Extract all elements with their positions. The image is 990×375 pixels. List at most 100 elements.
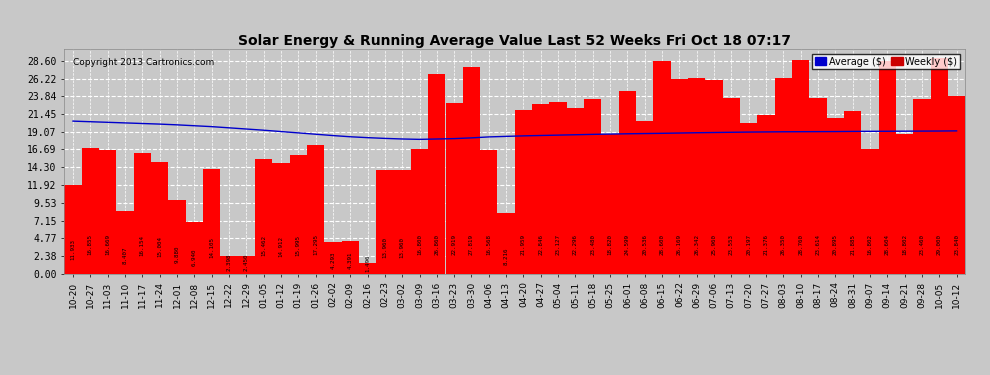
Text: 16.568: 16.568 [486,234,491,255]
Bar [931,58,948,274]
Bar [827,118,843,274]
Bar [376,170,393,274]
Bar [342,241,358,274]
Bar [688,78,706,274]
Bar [879,61,896,274]
Text: 26.860: 26.860 [435,234,440,255]
Bar [255,159,272,274]
Text: 27.819: 27.819 [469,234,474,255]
Text: 1.496: 1.496 [365,255,370,272]
Text: 20.536: 20.536 [643,234,647,255]
Text: 26.350: 26.350 [781,234,786,255]
Text: 22.846: 22.846 [539,234,544,255]
Bar [497,213,515,274]
Bar [637,121,653,274]
Bar [549,102,567,274]
Text: 24.599: 24.599 [625,234,630,255]
Bar [64,185,82,274]
Text: Copyright 2013 Cartronics.com: Copyright 2013 Cartronics.com [73,58,215,67]
Text: 26.342: 26.342 [694,234,699,255]
Bar [515,110,533,274]
Text: 4.293: 4.293 [331,252,336,269]
Bar [705,81,723,274]
Bar [566,108,584,274]
Bar [238,255,255,274]
Bar [792,60,810,274]
Bar [168,200,186,274]
Bar [81,148,99,274]
Text: 16.800: 16.800 [417,234,422,255]
Bar [843,111,861,274]
Bar [411,148,428,274]
Title: Solar Energy & Running Average Value Last 52 Weeks Fri Oct 18 07:17: Solar Energy & Running Average Value Las… [239,34,791,48]
Bar [861,148,879,274]
Bar [99,150,117,274]
Text: 28.760: 28.760 [798,234,803,255]
Text: 25.960: 25.960 [712,234,717,255]
Bar [307,145,324,274]
Bar [533,104,549,274]
Text: 2.398: 2.398 [227,254,232,271]
Bar [289,154,307,274]
Text: 22.919: 22.919 [451,234,456,255]
Bar [584,99,602,274]
Text: 14.912: 14.912 [278,236,283,257]
Text: 15.462: 15.462 [261,236,266,256]
Text: 15.004: 15.004 [157,236,162,257]
Text: 23.127: 23.127 [555,234,560,255]
Bar [186,222,203,274]
Text: 8.216: 8.216 [504,247,509,265]
Text: 20.197: 20.197 [746,234,751,255]
Bar [653,61,671,274]
Text: 13.960: 13.960 [400,237,405,258]
Bar [810,98,827,274]
Text: 21.376: 21.376 [763,234,768,255]
Bar [723,98,741,274]
Bar [757,115,775,274]
Text: 13.960: 13.960 [382,237,387,258]
Text: 23.840: 23.840 [954,234,959,255]
Text: 11.933: 11.933 [70,239,75,260]
Text: 28.600: 28.600 [659,234,664,255]
Text: 28.604: 28.604 [885,234,890,255]
Legend: Average ($), Weekly ($): Average ($), Weekly ($) [812,54,960,69]
Bar [117,211,134,274]
Bar [671,79,688,274]
Bar [428,74,446,274]
Text: 16.669: 16.669 [105,234,110,255]
Bar [272,163,289,274]
Bar [150,162,168,274]
Text: 23.614: 23.614 [816,234,821,255]
Bar [220,256,238,274]
Bar [602,134,619,274]
Bar [896,134,914,274]
Text: 23.553: 23.553 [729,234,734,255]
Text: 6.940: 6.940 [192,249,197,266]
Text: 14.105: 14.105 [209,237,214,258]
Bar [324,242,342,274]
Bar [393,170,411,274]
Text: 21.885: 21.885 [850,234,855,255]
Text: 8.407: 8.407 [123,247,128,264]
Text: 15.995: 15.995 [296,235,301,256]
Text: 29.000: 29.000 [937,234,941,255]
Text: 23.480: 23.480 [590,234,595,255]
Text: 2.450: 2.450 [244,254,248,271]
Text: 21.959: 21.959 [521,234,526,255]
Bar [740,123,757,274]
Text: 9.880: 9.880 [174,245,179,263]
Bar [462,67,480,274]
Text: 22.296: 22.296 [573,234,578,255]
Text: 26.169: 26.169 [677,234,682,255]
Bar [134,153,150,274]
Bar [358,262,376,274]
Text: 17.295: 17.295 [313,234,318,255]
Text: 18.802: 18.802 [902,234,907,255]
Bar [775,78,792,274]
Bar [619,91,637,274]
Text: 16.802: 16.802 [867,234,872,255]
Bar [446,103,462,274]
Bar [913,99,931,274]
Text: 23.460: 23.460 [920,234,925,255]
Text: 20.895: 20.895 [833,234,838,255]
